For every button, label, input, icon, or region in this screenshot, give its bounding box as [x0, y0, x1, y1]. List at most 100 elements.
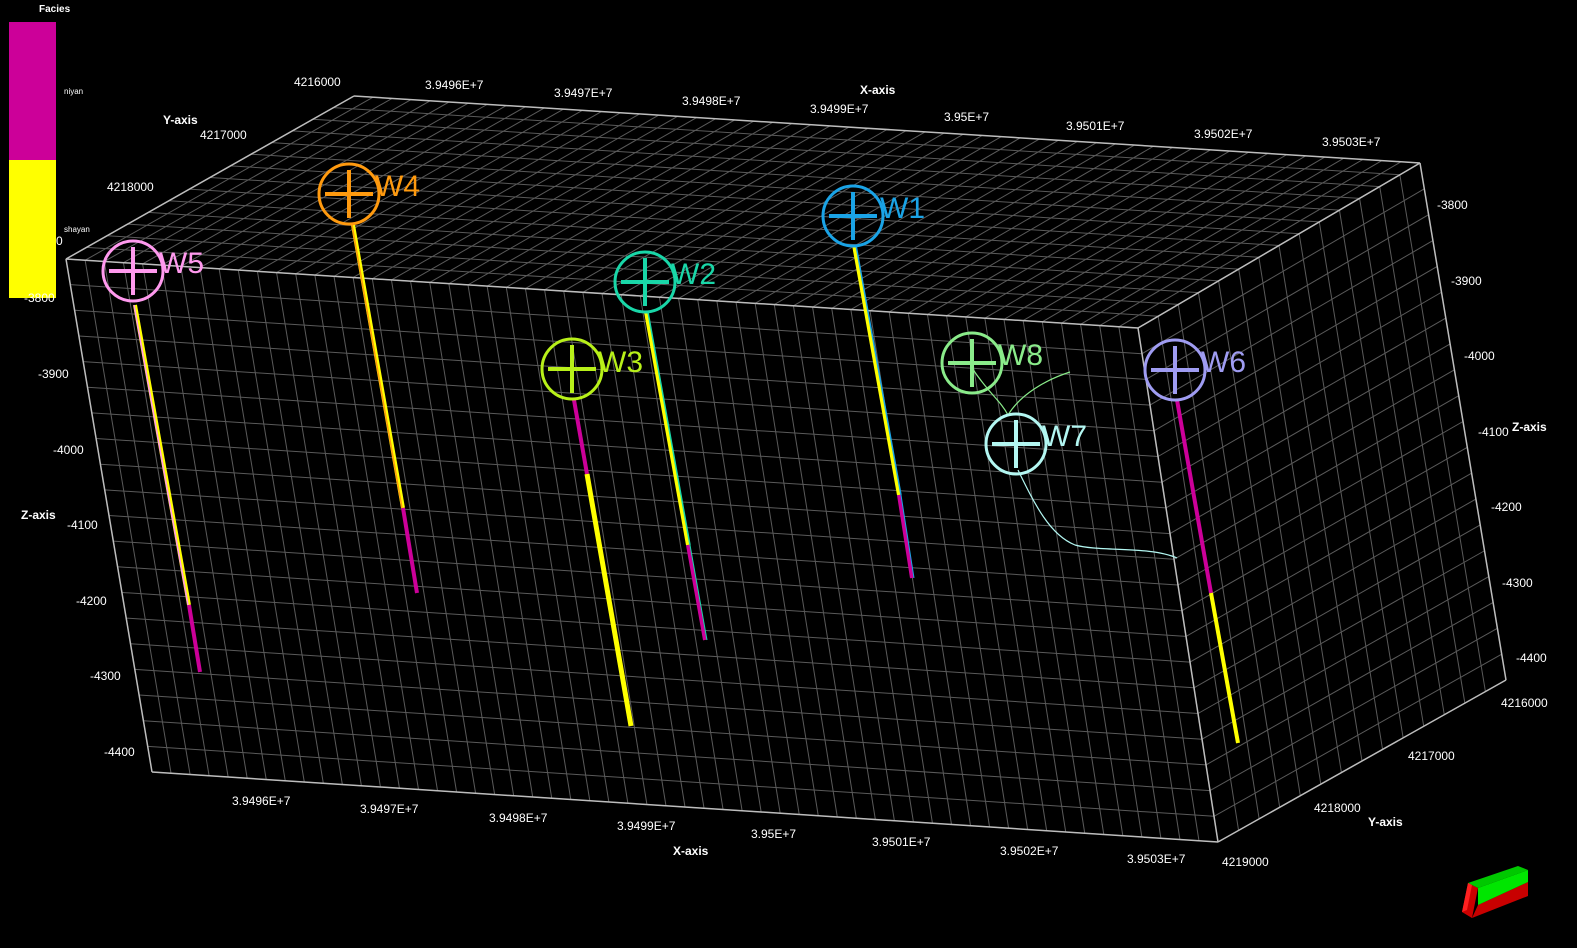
y-axis-title-top: Y-axis [163, 113, 198, 127]
y-tick-label: 4217000 [1408, 749, 1455, 763]
side-face-grid [1189, 498, 1477, 663]
well-marker-w2[interactable]: W2 [613, 250, 716, 314]
x-tick-label: 3.9499E+7 [810, 102, 869, 116]
x-tick-label: 3.9503E+7 [1127, 852, 1186, 866]
y-tick-label: 4218000 [1314, 801, 1361, 815]
top-face-grid [148, 211, 1219, 282]
x-tick-label: 3.95E+7 [944, 110, 989, 124]
well-marker-w3[interactable]: W3 [540, 337, 643, 401]
x-tick-label: 3.9496E+7 [232, 794, 291, 808]
y-tick-label: 0 [56, 234, 63, 248]
side-face-grid [1153, 265, 1438, 432]
legend-swatch-niyan [9, 22, 56, 160]
side-face-grid [1169, 369, 1455, 535]
x-axis-bottom-ticks: 3.9496E+7 3.9497E+7 3.9498E+7 3.9499E+7 … [232, 794, 1186, 866]
legend-label-shayan: shayan [64, 225, 90, 234]
side-face-grid [1185, 472, 1472, 637]
side-face-grid [1157, 291, 1442, 457]
well-marker-w8[interactable]: W8 [940, 331, 1043, 395]
box-edge [65, 95, 355, 260]
legend-swatch-shayan [9, 160, 56, 298]
x-tick-label: 3.95E+7 [751, 827, 796, 841]
side-face-grid [1161, 317, 1447, 483]
side-face-grid [1197, 550, 1485, 714]
well-trajectory-w6[interactable] [1175, 399, 1240, 744]
box-edge [65, 258, 1139, 329]
well-marker-w7[interactable]: W7 [984, 412, 1087, 476]
front-face-grid [108, 515, 1179, 586]
well-trajectory-w2[interactable] [644, 311, 708, 641]
well-trajectory-w4[interactable] [351, 224, 419, 594]
top-face-grid [312, 118, 1380, 188]
z-tick-label: -4400 [104, 745, 135, 759]
y-tick-label: 4217000 [200, 128, 247, 142]
x-tick-label: 3.9498E+7 [489, 811, 548, 825]
well-marker-w6[interactable]: W6 [1143, 338, 1246, 402]
x-axis-title-top: X-axis [860, 83, 896, 97]
box-edge [1217, 679, 1507, 843]
front-face-grid [126, 617, 1195, 689]
front-face-grid [147, 745, 1215, 817]
front-face-grid [130, 643, 1199, 714]
well-label-w7: W7 [1042, 420, 1087, 453]
z-tick-label: -3900 [38, 367, 69, 381]
front-face-grid [70, 284, 1143, 355]
x-axis-top-ticks: 3.9496E+7 3.9497E+7 3.9498E+7 3.9499E+7 … [425, 78, 1381, 149]
y-tick-label: 4219000 [1222, 855, 1269, 869]
front-face-grid [143, 720, 1211, 792]
box-edge [65, 258, 153, 773]
top-face-grid [333, 107, 1400, 176]
x-tick-label: 3.9498E+7 [682, 94, 741, 108]
x-tick-label: 3.9497E+7 [360, 802, 419, 816]
x-tick-label: 3.9503E+7 [1322, 135, 1381, 149]
well-label-w4: W4 [375, 170, 420, 203]
front-face-grid [113, 540, 1183, 612]
well-trajectory-w1[interactable] [852, 244, 915, 579]
box-edge [151, 771, 1219, 843]
z-axis-title-left: Z-axis [21, 508, 56, 522]
well-trajectory-w3[interactable] [572, 399, 634, 727]
z-tick-label: -4200 [76, 594, 107, 608]
x-tick-label: 3.9497E+7 [554, 86, 613, 100]
z-tick-label: -3800 [1437, 198, 1468, 212]
z-axis-right-ticks: -3800 -3900 -4000 -4100 -4200 -4300 -440… [1437, 198, 1547, 665]
box-edge [353, 95, 1421, 164]
side-face-grid [1205, 602, 1494, 766]
top-face-grid [209, 177, 1280, 246]
y-axis-top-ticks: 4216000 4217000 4218000 0 Y-axis [56, 75, 341, 248]
x-tick-label: 3.9501E+7 [1066, 119, 1125, 133]
front-face-grid [134, 668, 1203, 740]
well-marker-w4[interactable]: W4 [317, 162, 420, 226]
top-face-grid [107, 235, 1179, 305]
x-tick-label: 3.9502E+7 [1000, 844, 1059, 858]
legend-title: Facies [39, 4, 71, 15]
z-tick-label: -4300 [90, 669, 121, 683]
side-face-grid [1193, 524, 1481, 689]
z-tick-label: -4000 [1464, 349, 1495, 363]
z-tick-label: -4200 [1491, 500, 1522, 514]
well-trajectory-w5[interactable] [133, 304, 202, 673]
top-face-grid [292, 130, 1360, 199]
z-tick-label: -4100 [67, 518, 98, 532]
side-face-grid [1177, 421, 1464, 586]
well-marker-w1[interactable]: W1 [821, 184, 925, 248]
front-face-grid [91, 412, 1163, 483]
orientation-cube-icon[interactable] [1462, 866, 1528, 918]
front-face-grid [83, 361, 1155, 432]
x-tick-label: 3.9496E+7 [425, 78, 484, 92]
x-tick-label: 3.9502E+7 [1194, 127, 1253, 141]
top-face-grid [271, 142, 1340, 211]
z-tick-label: -4400 [1516, 651, 1547, 665]
y-tick-label: 4218000 [107, 180, 154, 194]
well-trajectory-w7[interactable] [1017, 469, 1178, 559]
well-marker-w5[interactable]: W5 [101, 239, 204, 303]
front-face-grid [117, 566, 1187, 637]
y-axis-bottom-ticks: 4216000 4217000 4218000 4219000 Y-axis [1222, 696, 1548, 869]
well-markers: W1 W2 W3 W4 W5 [101, 162, 1246, 476]
front-face-grid [121, 591, 1191, 663]
side-face-grid [1145, 214, 1429, 380]
z-axis-title-right: Z-axis [1512, 420, 1547, 434]
grid-layer [65, 95, 1507, 843]
z-axis-left-ticks: -3800 -3900 -4000 -4100 -4200 -4300 -440… [21, 291, 135, 759]
